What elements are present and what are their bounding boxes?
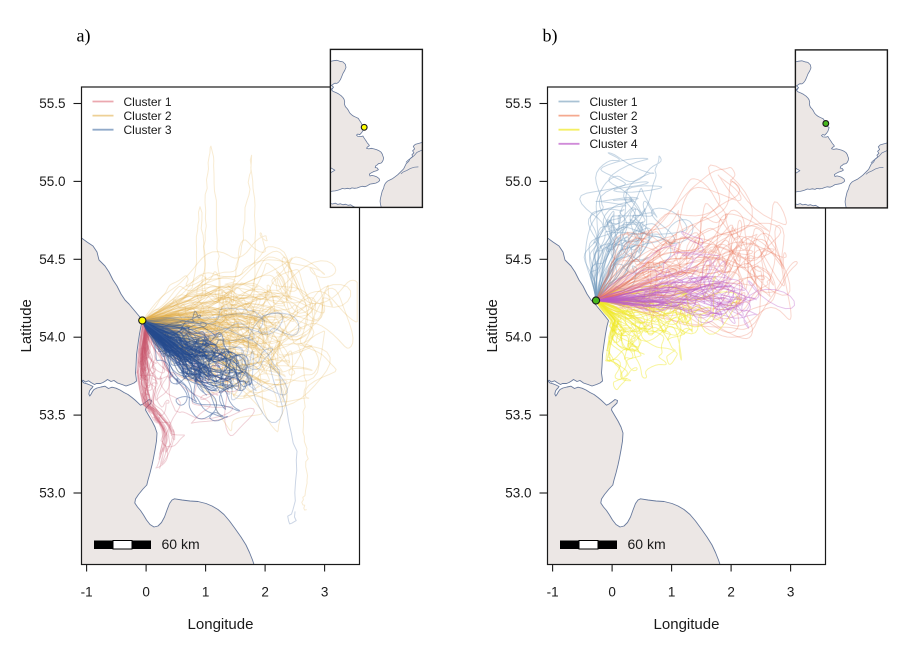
svg-text:54.0: 54.0 xyxy=(39,330,65,345)
svg-text:60 km: 60 km xyxy=(628,536,666,552)
svg-text:54.5: 54.5 xyxy=(39,252,65,267)
svg-text:Longitude: Longitude xyxy=(188,616,254,633)
svg-text:3: 3 xyxy=(787,585,795,600)
svg-text:60 km: 60 km xyxy=(162,536,200,552)
svg-text:Cluster 2: Cluster 2 xyxy=(590,109,638,123)
svg-text:55.5: 55.5 xyxy=(39,96,65,111)
svg-text:1: 1 xyxy=(202,585,210,600)
svg-text:Cluster 3: Cluster 3 xyxy=(590,123,638,137)
svg-text:2: 2 xyxy=(727,585,735,600)
svg-text:a): a) xyxy=(77,25,91,46)
svg-text:Cluster 1: Cluster 1 xyxy=(590,95,638,109)
svg-text:53.5: 53.5 xyxy=(39,408,65,423)
svg-text:Cluster 1: Cluster 1 xyxy=(124,95,172,109)
svg-text:Latitude: Latitude xyxy=(18,299,35,352)
svg-text:54.5: 54.5 xyxy=(505,252,531,267)
svg-text:0: 0 xyxy=(608,585,616,600)
svg-text:55.5: 55.5 xyxy=(505,96,531,111)
svg-text:Cluster 4: Cluster 4 xyxy=(590,137,638,151)
svg-text:0: 0 xyxy=(142,585,150,600)
svg-text:Longitude: Longitude xyxy=(654,616,720,633)
svg-text:55.0: 55.0 xyxy=(39,174,65,189)
svg-text:-1: -1 xyxy=(81,585,93,600)
svg-text:Latitude: Latitude xyxy=(484,299,501,352)
svg-text:53.5: 53.5 xyxy=(505,408,531,423)
svg-text:53.0: 53.0 xyxy=(39,486,65,501)
svg-text:2: 2 xyxy=(261,585,269,600)
svg-text:54.0: 54.0 xyxy=(505,330,531,345)
svg-text:1: 1 xyxy=(668,585,676,600)
svg-text:53.0: 53.0 xyxy=(505,486,531,501)
svg-text:3: 3 xyxy=(321,585,329,600)
svg-text:b): b) xyxy=(543,25,558,46)
svg-text:Cluster 2: Cluster 2 xyxy=(124,109,172,123)
svg-text:-1: -1 xyxy=(547,585,559,600)
svg-text:Cluster 3: Cluster 3 xyxy=(124,123,172,137)
svg-text:55.0: 55.0 xyxy=(505,174,531,189)
